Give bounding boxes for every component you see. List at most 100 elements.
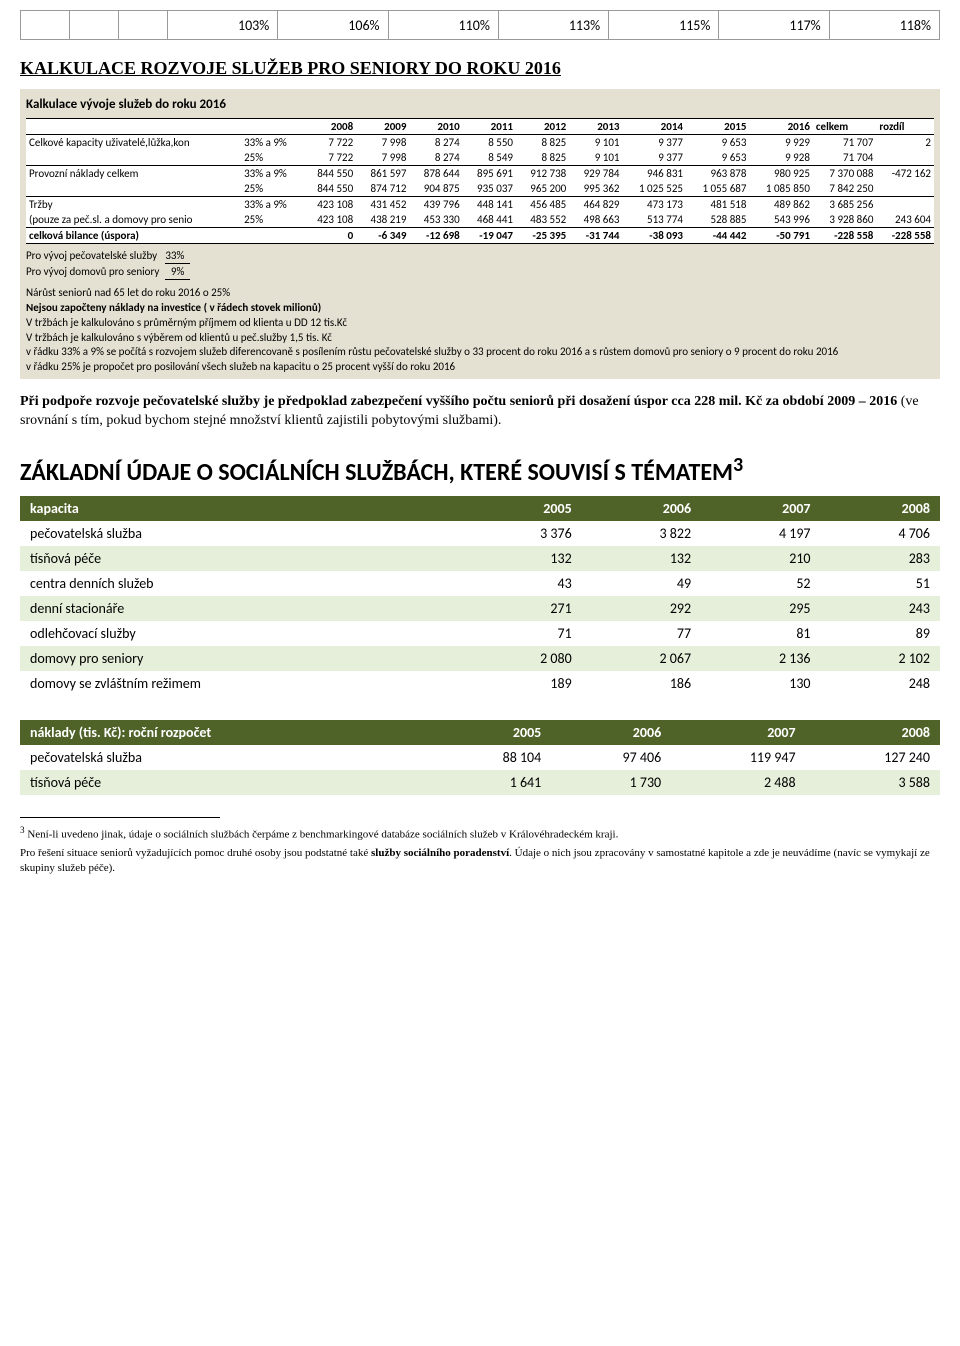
fn2-pre: Pro řešení situace seniorů vyžadujících … [20,847,371,859]
footnote-1: 3 Není-li uvedeno jinak, údaje o sociáln… [20,824,940,843]
kalk-year-header: 2015 [686,119,749,135]
kalk-cell: 844 550 [303,166,356,182]
mini-value: 9% [165,264,190,280]
heading-zakladni: ZÁKLADNÍ ÚDAJE O SOCIÁLNÍCH SLUŽBÁCH, KT… [20,453,940,488]
kalk-panel: Kalkulace vývoje služeb do roku 2016 200… [20,89,940,379]
sub-header-cell: náklady (tis. Kč): roční rozpočet [20,720,431,745]
kalk-cell: 0 [303,228,356,244]
table-cell: pečovatelská služba [20,745,431,770]
kapacita-table: kapacita2005200620072008 pečovatelská sl… [20,496,940,696]
top-percent-cell: 117% [719,11,829,40]
kalk-cell: 483 552 [516,212,569,228]
table-cell: 283 [821,546,940,571]
top-empty-cell [119,11,168,40]
table-cell: 132 [462,546,581,571]
kalk-row-pct: 33% a 9% [241,135,303,151]
kalk-row-pct: 33% a 9% [241,166,303,182]
top-percent-table: 103%106%110%113%115%117%118% [20,10,940,40]
mini-value: 33% [165,248,190,264]
table-cell: 2 488 [671,770,805,795]
top-empty-cell [21,11,70,40]
sub-header-cell: 2005 [462,496,581,521]
kalk-year-header: 2013 [569,119,622,135]
table-cell: 2 080 [462,646,581,671]
table-cell: 295 [701,596,820,621]
kalk-row-label: (pouze za peč.sl. a domovy pro senio [26,212,241,228]
kalk-cell: -44 442 [686,228,749,244]
fn2-bold: služby sociálního poradenství [371,847,509,859]
kalk-cell: 7 370 088 [813,166,876,182]
table-cell: centra denních služeb [20,571,462,596]
sub-header-cell: 2006 [582,496,701,521]
kalk-cell: 423 108 [303,212,356,228]
kalk-cell: 431 452 [356,197,409,213]
table-cell: 119 947 [671,745,805,770]
kalk-cell [876,150,934,166]
sub-header-cell: 2007 [701,496,820,521]
sub-header-cell: 2007 [671,720,805,745]
top-percent-cell: 110% [388,11,498,40]
kalk-cell: -228 558 [876,228,934,244]
table-cell: 248 [821,671,940,696]
kalk-row-label: Provozní náklady celkem [26,166,241,182]
table-cell: 130 [701,671,820,696]
kalk-cell: 904 875 [409,181,462,197]
heading-zakladni-sup: 3 [733,453,743,477]
kalk-cell: 8 549 [463,150,516,166]
table-cell: domovy se zvláštním režimem [20,671,462,696]
table-cell: 88 104 [431,745,551,770]
kalk-cell: 71 707 [813,135,876,151]
kalk-cell: 3 928 860 [813,212,876,228]
table-cell: domovy pro seniory [20,646,462,671]
kalk-row-pct: 25% [241,181,303,197]
table-cell: 4 706 [821,521,940,546]
kalk-cell: 543 996 [749,212,812,228]
table-cell: 132 [582,546,701,571]
table-cell: 3 376 [462,521,581,546]
table-row: tísňová péče1 6411 7302 4883 588 [20,770,940,795]
kalk-row-label: Tržby [26,197,241,213]
heading-kalkulace: KALKULACE ROZVOJE SLUŽEB PRO SENIORY DO … [20,58,940,79]
kalk-cell: 844 550 [303,181,356,197]
table-cell: 52 [701,571,820,596]
kalk-cell: -6 349 [356,228,409,244]
table-cell: 2 136 [701,646,820,671]
kalk-row-label: Celkové kapacity uživatelé,lůžka,kon [26,135,241,151]
kalk-cell: 7 998 [356,150,409,166]
kalk-cell: 1 025 525 [623,181,686,197]
table-row: centra denních služeb43495251 [20,571,940,596]
kalk-cell: 439 796 [409,197,462,213]
kalk-cell: 7 998 [356,135,409,151]
top-empty-cell [70,11,119,40]
kalk-cell: 9 653 [686,150,749,166]
kalk-cell: 8 550 [463,135,516,151]
table-cell: 71 [462,621,581,646]
heading-zakladni-text: ZÁKLADNÍ ÚDAJE O SOCIÁLNÍCH SLUŽBÁCH, KT… [20,458,733,487]
table-cell: 292 [582,596,701,621]
kalk-cell: 1 085 850 [749,181,812,197]
table-cell: odlehčovací služby [20,621,462,646]
table-cell: tísňová péče [20,546,462,571]
table-cell: 3 588 [806,770,940,795]
table-cell: 51 [821,571,940,596]
table-cell: 2 067 [582,646,701,671]
kalk-note: V tržbách je kalkulováno s průměrným pří… [26,316,934,331]
table-cell: 1 730 [551,770,671,795]
kalk-title: Kalkulace vývoje služeb do roku 2016 [26,97,934,112]
mini-label: Pro vývoj pečovatelské služby [26,248,165,264]
kalk-cell: 1 055 687 [686,181,749,197]
kalk-cell: 9 653 [686,135,749,151]
kalk-cell: 874 712 [356,181,409,197]
kalk-cell: 489 862 [749,197,812,213]
kalk-cell: 453 330 [409,212,462,228]
table-cell: 189 [462,671,581,696]
kalk-notes: Nárůst seniorů nad 65 let do roku 2016 o… [26,286,934,375]
table-cell: 243 [821,596,940,621]
kalk-cell: 9 929 [749,135,812,151]
kalk-cell: 935 037 [463,181,516,197]
fn1-text: Není-li uvedeno jinak, údaje o sociálníc… [25,828,619,840]
kalk-cell: 995 362 [569,181,622,197]
kalk-row-label [26,181,241,197]
kalk-cell: 9 101 [569,135,622,151]
kalk-cell: 9 101 [569,150,622,166]
